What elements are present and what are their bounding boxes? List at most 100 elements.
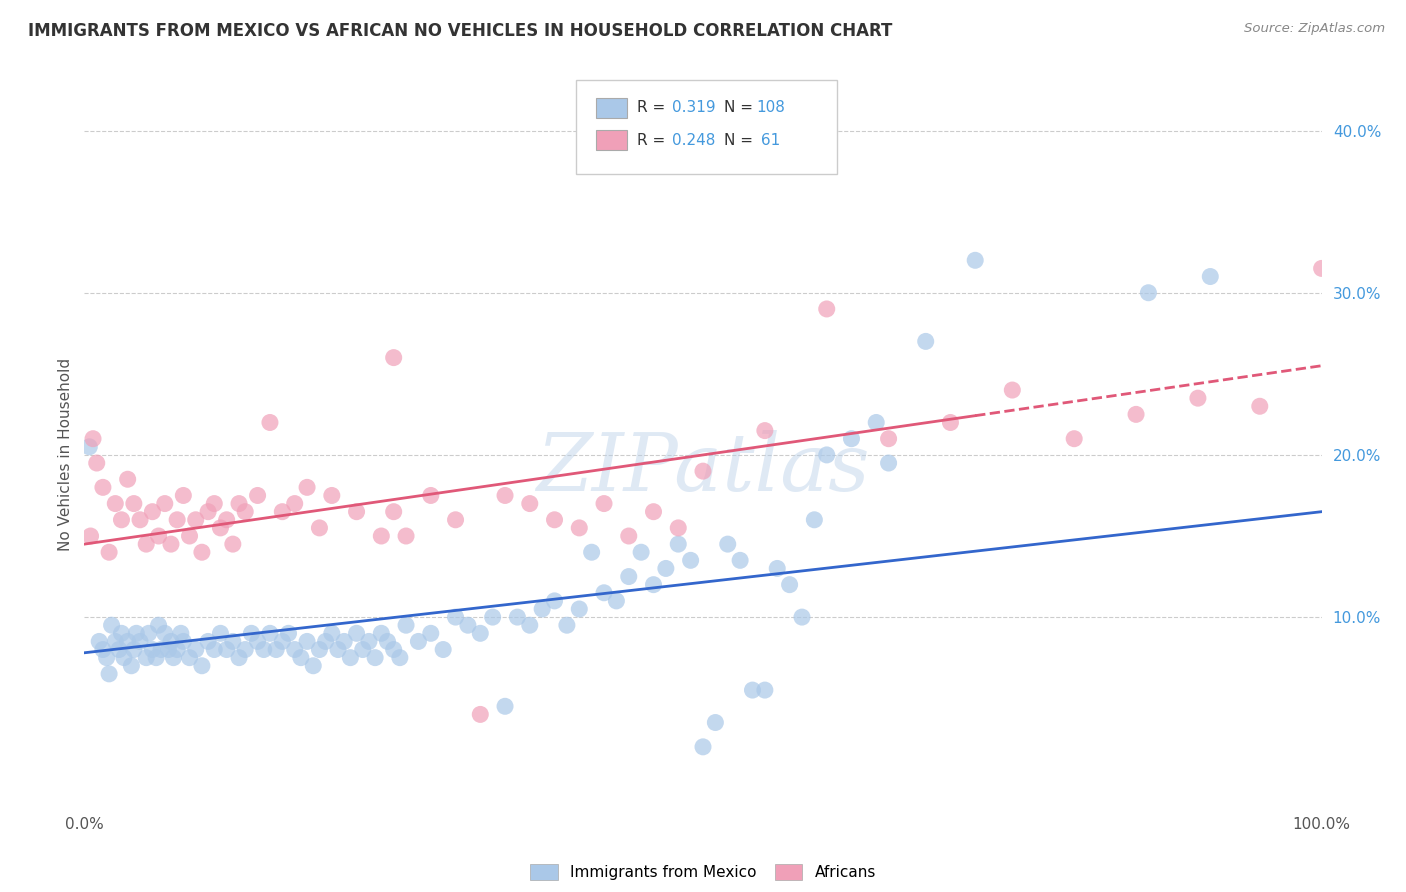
Point <box>444 513 467 527</box>
Point <box>284 497 307 511</box>
Point <box>290 650 312 665</box>
Point <box>728 553 751 567</box>
Point <box>581 545 603 559</box>
Point <box>364 650 387 665</box>
Point <box>191 545 214 559</box>
Point <box>382 505 405 519</box>
Point <box>803 513 825 527</box>
Point <box>202 497 225 511</box>
Point <box>543 594 565 608</box>
Point <box>145 650 167 665</box>
Point <box>1249 399 1271 413</box>
Point <box>717 537 740 551</box>
Point <box>98 545 121 559</box>
Point <box>100 618 122 632</box>
Point <box>179 650 201 665</box>
Point <box>246 634 269 648</box>
Point <box>865 416 887 430</box>
Point <box>259 416 281 430</box>
Point <box>125 626 148 640</box>
Point <box>1310 261 1333 276</box>
Point <box>259 626 281 640</box>
Point <box>150 642 173 657</box>
Point <box>666 521 689 535</box>
Point <box>395 618 418 632</box>
Point <box>308 521 330 535</box>
Point <box>197 634 219 648</box>
Point <box>141 505 163 519</box>
Point <box>790 610 813 624</box>
Point <box>264 642 287 657</box>
Point <box>370 626 392 640</box>
Point <box>197 505 219 519</box>
Point <box>382 642 405 657</box>
Point <box>135 537 157 551</box>
Point <box>228 650 250 665</box>
Point <box>91 642 114 657</box>
Point <box>240 626 263 640</box>
Legend: Immigrants from Mexico, Africans: Immigrants from Mexico, Africans <box>524 858 882 886</box>
Point <box>352 642 374 657</box>
Point <box>419 488 441 502</box>
Text: 0.248: 0.248 <box>672 133 716 147</box>
Point <box>104 634 127 648</box>
Text: 0.319: 0.319 <box>672 101 716 115</box>
Point <box>457 618 479 632</box>
Point <box>555 618 578 632</box>
Point <box>339 650 361 665</box>
Point <box>643 577 665 591</box>
Point <box>877 456 900 470</box>
Point <box>1063 432 1085 446</box>
Point <box>160 537 183 551</box>
Text: 108: 108 <box>756 101 786 115</box>
Point <box>779 577 801 591</box>
Point <box>494 488 516 502</box>
Point <box>643 505 665 519</box>
Point <box>593 497 616 511</box>
Point <box>388 650 411 665</box>
Point <box>110 626 132 640</box>
Point <box>129 513 152 527</box>
Point <box>172 488 194 502</box>
Point <box>506 610 529 624</box>
Point <box>346 505 368 519</box>
Point <box>315 634 337 648</box>
Point <box>481 610 503 624</box>
Point <box>754 424 776 438</box>
Text: R =: R = <box>637 101 671 115</box>
Point <box>162 650 184 665</box>
Point <box>1125 408 1147 422</box>
Point <box>741 683 763 698</box>
Text: Source: ZipAtlas.com: Source: ZipAtlas.com <box>1244 22 1385 36</box>
Point <box>302 658 325 673</box>
Point <box>408 634 430 648</box>
Point <box>815 301 838 316</box>
Point <box>295 634 318 648</box>
Point <box>172 634 194 648</box>
Point <box>1001 383 1024 397</box>
Point <box>117 634 139 648</box>
Point <box>120 658 142 673</box>
Point <box>222 634 245 648</box>
Point <box>79 529 101 543</box>
Point <box>141 642 163 657</box>
Point <box>419 626 441 640</box>
Point <box>444 610 467 624</box>
Point <box>246 488 269 502</box>
Point <box>939 416 962 430</box>
Point <box>432 642 454 657</box>
Point <box>233 505 256 519</box>
Point <box>617 529 640 543</box>
Point <box>184 642 207 657</box>
Point <box>470 707 492 722</box>
Point <box>395 529 418 543</box>
Point <box>138 626 160 640</box>
Point <box>122 642 145 657</box>
Point <box>295 480 318 494</box>
Point <box>877 432 900 446</box>
Point <box>1199 269 1222 284</box>
Point <box>117 472 139 486</box>
Point <box>1137 285 1160 300</box>
Point <box>153 626 176 640</box>
Point <box>357 634 380 648</box>
